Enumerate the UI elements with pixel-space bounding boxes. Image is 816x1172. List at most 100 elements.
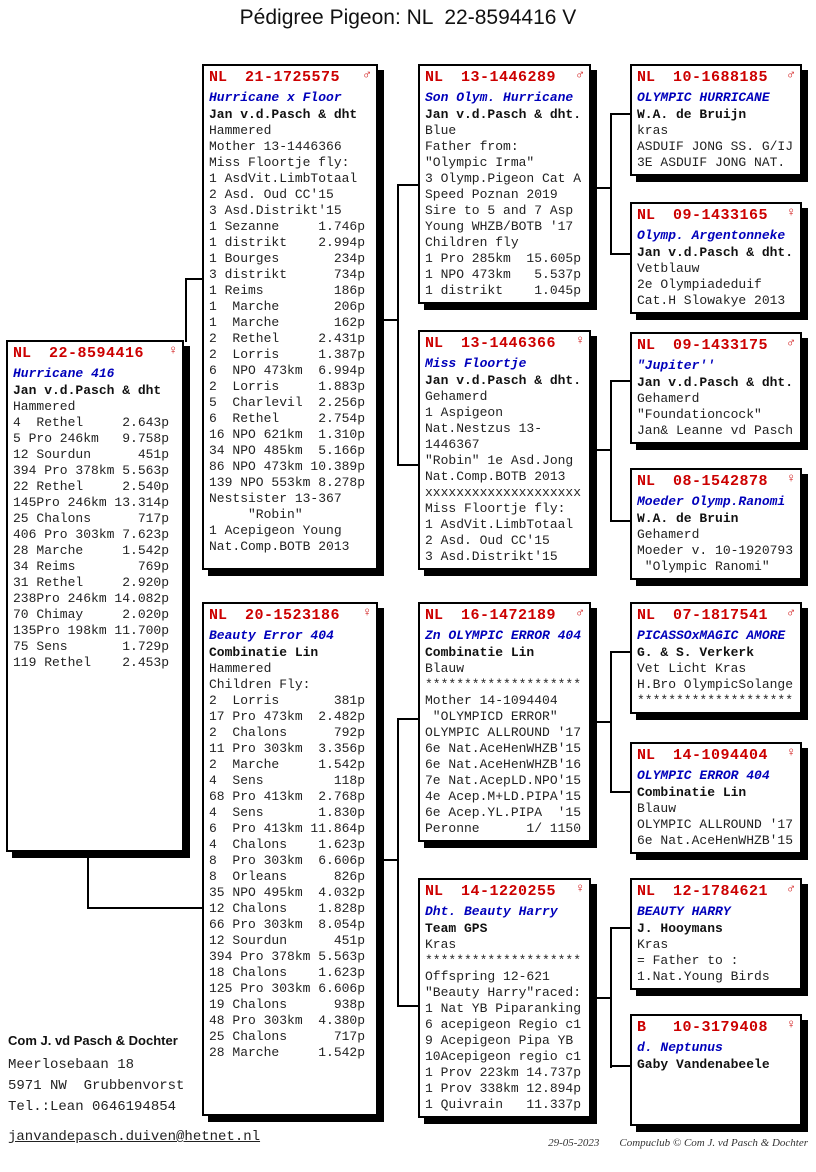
text-line: 6 Pro 413km 11.864p (209, 821, 366, 836)
text-line: 2 Chalons 792p (209, 725, 366, 740)
connector-line (87, 907, 202, 909)
text-line: Children Fly: (209, 677, 311, 692)
text-line: Children fly (425, 235, 519, 250)
pedigree-box-g4-3: NL 09-1433175 ♂ "Jupiter'' Jan v.d.Pasch… (630, 332, 802, 444)
sex-symbol: ♂ (787, 605, 795, 620)
text-line: 1 Acepigeon Young (209, 523, 342, 538)
connector-line (397, 718, 418, 720)
connector-line (591, 997, 612, 999)
text-line: OLYMPIC ALLROUND '17 (637, 817, 794, 832)
text-line: Miss Floortje fly: (425, 501, 566, 516)
text-line: Offspring 12-621 (425, 969, 550, 984)
owner-name: Gaby Vandenabeele (637, 1057, 770, 1072)
text-line: 34 Reims 769p (13, 559, 170, 574)
connector-line (610, 520, 630, 522)
text-line: kras (637, 123, 669, 138)
pigeon-name: Hurricane 416 (13, 366, 115, 381)
text-line: 139 NPO 553km 8.278p (209, 475, 366, 490)
country-code: NL (637, 473, 656, 490)
breeder-address-line2: 5971 NW Grubbenvorst (8, 1078, 185, 1094)
connector-line (610, 791, 630, 793)
text-line: 28 Marche 1.542p (13, 543, 170, 558)
country-code: NL (637, 747, 656, 764)
text-line: 5 Pro 246km 9.758p (13, 431, 170, 446)
text-line: Blue (425, 123, 457, 138)
text-line: 2 Asd. Oud CC'15 (425, 533, 550, 548)
connector-line (378, 859, 399, 861)
pigeon-notes: Gehamerd Moeder v. 10-1920793 "Olympic Ra… (637, 527, 795, 575)
connector-line (610, 927, 630, 929)
connector-line (610, 114, 612, 255)
text-line: 8 Orleans 826p (209, 869, 366, 884)
ring-number: 20-1523186 (245, 607, 341, 624)
text-line: 25 Chalons 717p (13, 511, 170, 526)
sex-symbol: ♀ (363, 605, 371, 620)
pigeon-notes: Vet Licht Kras H.Bro OlympicSolange ******… (637, 661, 795, 709)
text-line: Hammered (209, 123, 272, 138)
text-line: 6e Nat.AceHenWHZB'16 (425, 757, 582, 772)
text-line: Blauw (425, 661, 465, 676)
print-credit: Compuclub © Com J. vd Pasch & Dochter (619, 1137, 808, 1149)
owner-name: Combinatie Lin (425, 645, 535, 660)
text-line: 3 Olymp.Pigeon Cat A (425, 171, 582, 186)
text-line: 7e Nat.AcepLD.NPO'15 (425, 773, 582, 788)
text-line: Peronne 1/ 1150 (425, 821, 582, 836)
pigeon-name: Hurricane x Floor (209, 90, 342, 105)
pigeon-notes: Hammered Mother 13-1446366 Miss Floortje f… (209, 123, 371, 555)
page-title: Pédigree Pigeon: NL 22-8594416 V (239, 6, 577, 29)
text-line: Speed Poznan 2019 (425, 187, 558, 202)
sex-symbol: ♂ (787, 335, 795, 350)
text-line: 17 Pro 473km 2.482p (209, 709, 366, 724)
print-footer: 29-05-2023 Compuclub © Com J. vd Pasch &… (548, 1137, 808, 1149)
text-line: 11 Pro 303km 3.356p (209, 741, 366, 756)
sex-symbol: ♀ (787, 471, 795, 486)
text-line: 2 Marche 1.542p (209, 757, 366, 772)
text-line: "Beauty Harry"raced: (425, 985, 582, 1000)
text-line: 19 Chalons 938p (209, 997, 366, 1012)
pedigree-box-g4-5: NL 07-1817541 ♂ PICASSOxMAGIC AMORE G. &… (630, 602, 802, 714)
text-line: 6e Nat.AceHenWHZB'15 (425, 741, 582, 756)
text-line: ASDUIF JONG SS. G/IJ (637, 139, 794, 154)
pedigree-box-g4-4: NL 08-1542878 ♀ Moeder Olymp.Ranomi W.A.… (630, 468, 802, 580)
text-line: 75 Sens 1.729p (13, 639, 170, 654)
text-line: Young WHZB/BOTB '17 (425, 219, 574, 234)
text-line: 48 Pro 303km 4.380p (209, 1013, 366, 1028)
connector-line (397, 1005, 418, 1007)
breeder-company-name: Com J. vd Pasch & Dochter (8, 1033, 178, 1048)
pigeon-name: OLYMPIC ERROR 404 (637, 768, 770, 783)
text-line: "Olympic Irma" (425, 155, 535, 170)
text-line: Gehamerd (637, 391, 700, 406)
connector-line (87, 850, 89, 909)
sex-symbol: ♂ (576, 605, 584, 620)
ring-header: NL 14-1094404 ♀ (637, 745, 795, 767)
ring-number: 14-1094404 (673, 747, 769, 764)
text-line: 6 NPO 473km 6.994p (209, 363, 366, 378)
print-date: 29-05-2023 (548, 1137, 600, 1149)
pedigree-box-g4-8: B 10-3179408 ♀ d. Neptunus Gaby Vandenab… (630, 1014, 802, 1126)
text-line: 1 NPO 473km 5.537p (425, 267, 582, 282)
pigeon-name: Moeder Olymp.Ranomi (637, 494, 786, 509)
text-line: "Olympic Ranomi" (637, 559, 770, 574)
text-line: 2 Lorris 381p (209, 693, 366, 708)
country-code: NL (425, 883, 444, 900)
connector-line (610, 380, 630, 382)
pedigree-box-g3-2: NL 13-1446366 ♀ Miss Floortje Jan v.d.Pa… (418, 330, 591, 570)
text-line: Cat.H Slowakye 2013 (637, 293, 786, 308)
text-line: 34 NPO 485km 5.166p (209, 443, 366, 458)
text-line: 2 Lorris 1.883p (209, 379, 366, 394)
text-line: Nestsister 13-367 (209, 491, 342, 506)
pedigree-box-g4-1: NL 10-1688185 ♂ OLYMPIC HURRICANE W.A. d… (630, 64, 802, 176)
text-line: Vet Licht Kras (637, 661, 747, 676)
owner-name: Jan v.d.Pasch & dht (13, 383, 162, 398)
owner-name: Jan v.d.Pasch & dht. (637, 245, 794, 260)
text-line: xxxxxxxxxxxxxxxxxxxx (425, 485, 582, 500)
text-line: 5 Charlevil 2.256p (209, 395, 366, 410)
text-line: H.Bro OlympicSolange (637, 677, 794, 692)
text-line: 1 Quivrain 11.337p (425, 1097, 582, 1112)
pedigree-box-sire: NL 21-1725575 ♂ Hurricane x Floor Jan v.… (202, 64, 378, 570)
text-line: 238Pro 246km 14.082p (13, 591, 170, 606)
pigeon-name: Dht. Beauty Harry (425, 904, 558, 919)
text-line: Nat.Comp.BOTB 2013 (425, 469, 566, 484)
owner-name: Team GPS (425, 921, 488, 936)
pedigree-box-g3-1: NL 13-1446289 ♂ Son Olym. Hurricane Jan … (418, 64, 591, 304)
